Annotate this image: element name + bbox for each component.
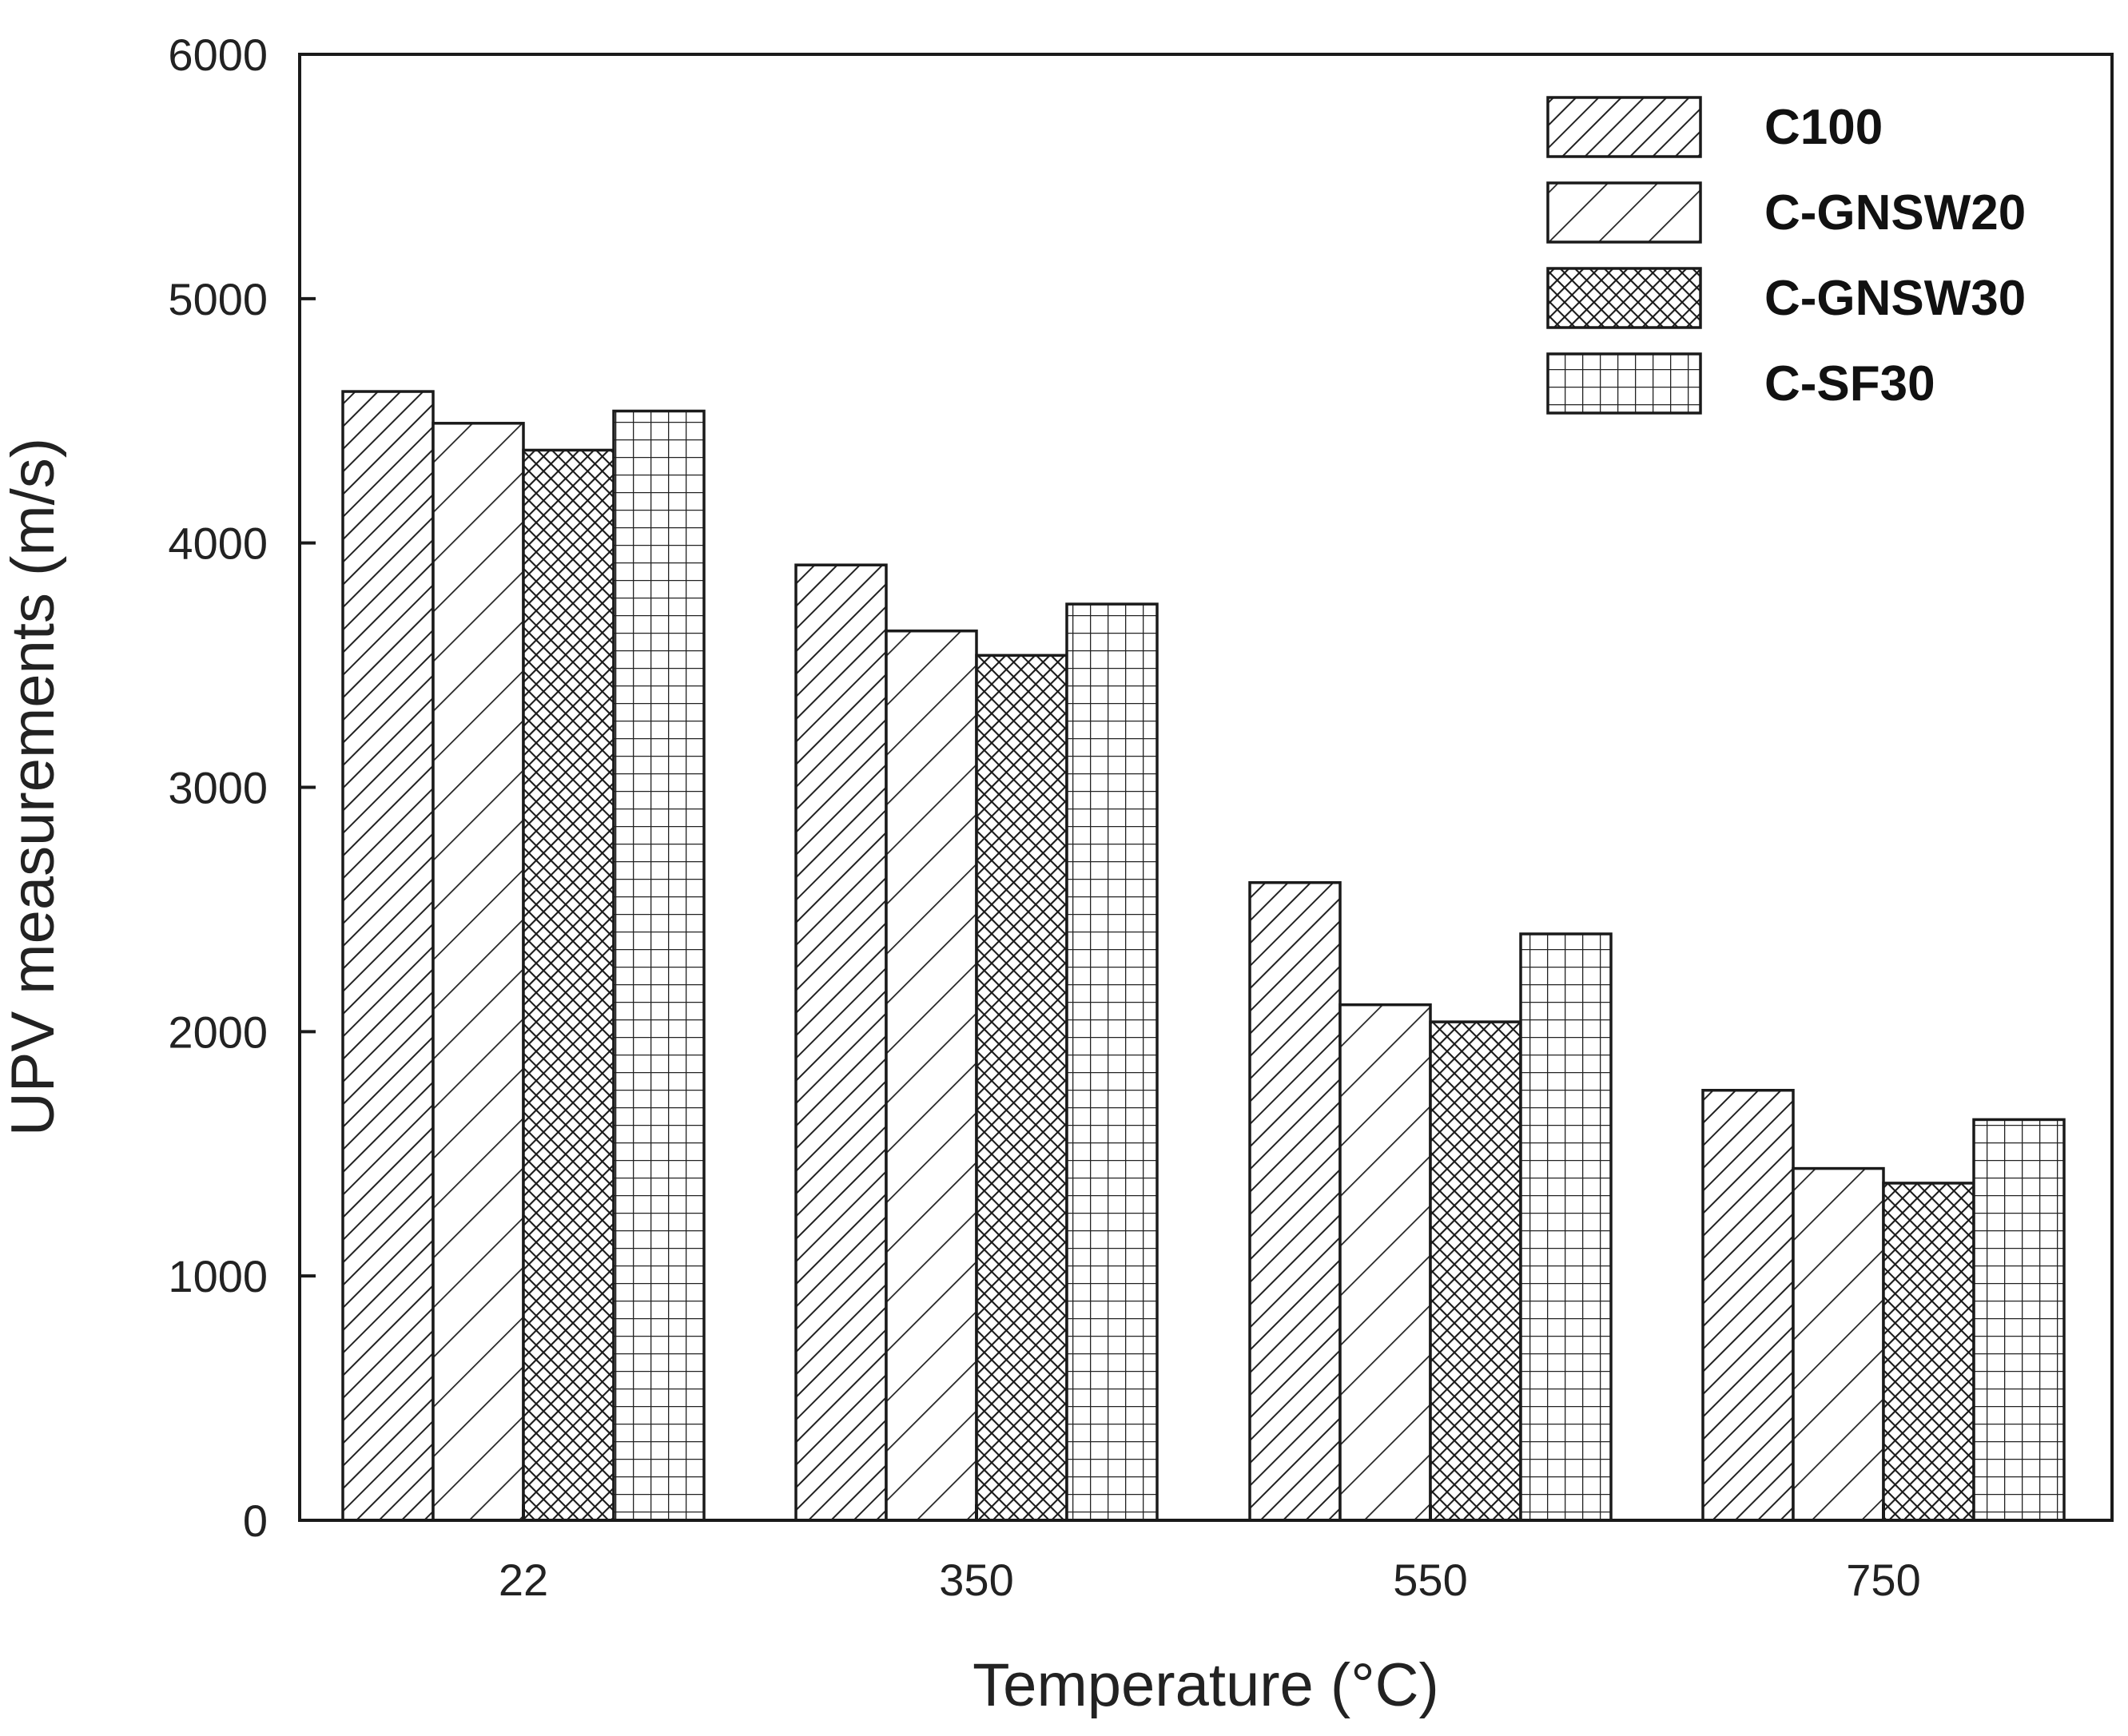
x-tick-label: 550 xyxy=(1393,1555,1467,1605)
x-tick-label: 750 xyxy=(1846,1555,1920,1605)
legend-label-c-sf30: C-SF30 xyxy=(1764,356,1935,411)
legend-label-c100: C100 xyxy=(1764,100,1883,155)
bar-c100-550 xyxy=(1248,881,1342,1522)
bar-c-gnsw30-350 xyxy=(975,653,1068,1522)
y-axis-title: UPV measurements (m/s) xyxy=(0,438,67,1136)
legend-swatch-c-sf30 xyxy=(1546,352,1702,415)
bar-c-sf30-350 xyxy=(1065,602,1159,1522)
legend-label-c-gnsw30: C-GNSW30 xyxy=(1764,271,2026,326)
legend-swatch-c-gnsw20 xyxy=(1546,181,1702,244)
y-tick-label: 6000 xyxy=(168,30,268,80)
legend-swatch-c100 xyxy=(1546,96,1702,158)
y-axis-ticks: 0 1000 2000 3000 4000 5000 6000 xyxy=(168,30,316,1546)
legend-swatch-c-gnsw30 xyxy=(1546,267,1702,329)
y-tick-label: 1000 xyxy=(168,1251,268,1301)
bar-c-gnsw30-22 xyxy=(522,448,615,1522)
bar-c100-350 xyxy=(794,563,888,1522)
bar-c-sf30-22 xyxy=(612,409,706,1522)
bar-c-gnsw20-550 xyxy=(1338,1003,1432,1522)
bar-c-sf30-750 xyxy=(1972,1118,2066,1522)
x-axis-ticks: 22 350 550 750 xyxy=(499,1504,1921,1605)
legend-label-c-gnsw20: C-GNSW20 xyxy=(1764,185,2026,240)
y-tick-label: 3000 xyxy=(168,763,268,813)
bars-group xyxy=(341,390,2066,1522)
x-axis-title: Temperature (°C) xyxy=(973,1651,1439,1719)
x-tick-label: 350 xyxy=(939,1555,1013,1605)
legend: C100 C-GNSW20 C-GNSW30 C-SF30 xyxy=(1546,96,2026,415)
bar-c-sf30-550 xyxy=(1519,932,1613,1522)
y-tick-label: 4000 xyxy=(168,518,268,569)
y-tick-label: 0 xyxy=(243,1496,268,1546)
x-tick-label: 22 xyxy=(499,1555,548,1605)
bar-c-gnsw20-750 xyxy=(1792,1166,1885,1522)
bar-c100-22 xyxy=(341,390,435,1522)
y-tick-label: 2000 xyxy=(168,1007,268,1057)
bar-c100-750 xyxy=(1701,1088,1795,1522)
bar-c-gnsw20-350 xyxy=(885,630,978,1522)
bar-c-gnsw30-550 xyxy=(1429,1020,1522,1522)
y-tick-label: 5000 xyxy=(168,274,268,324)
bar-c-gnsw20-22 xyxy=(432,422,525,1522)
bar-c-gnsw30-750 xyxy=(1882,1182,1975,1522)
